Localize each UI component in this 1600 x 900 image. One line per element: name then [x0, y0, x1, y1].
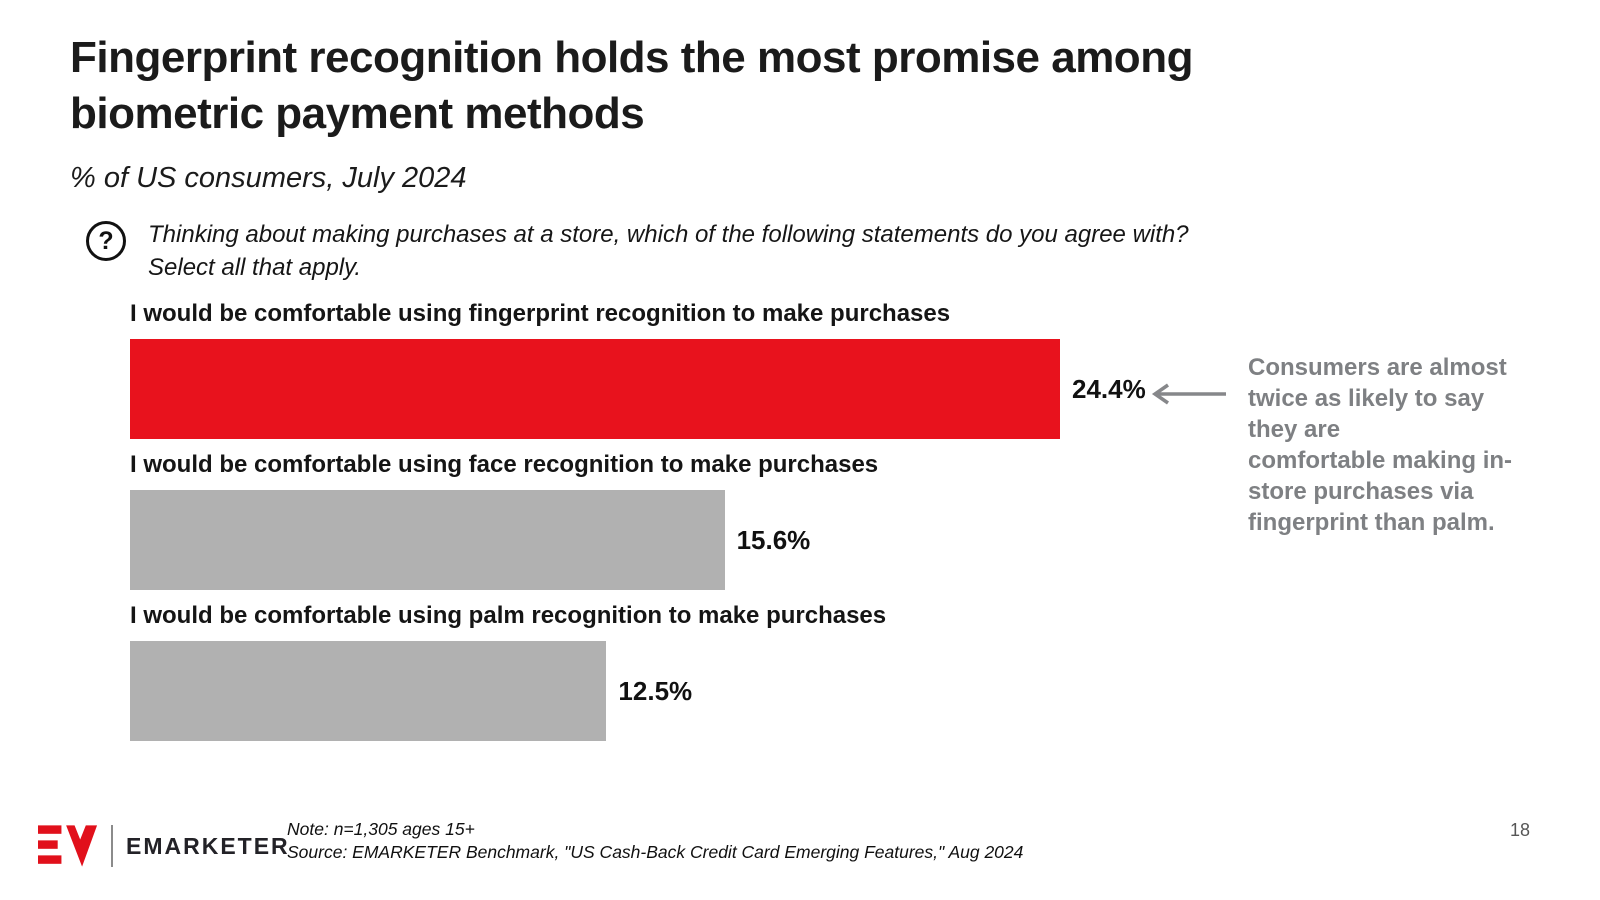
bar-row-1: I would be comfortable using fingerprint…	[130, 300, 1390, 439]
survey-question: Thinking about making purchases at a sto…	[148, 221, 1189, 281]
emarketer-logo-icon	[38, 825, 98, 867]
bar-value-label: 24.4%	[1072, 373, 1146, 404]
chart-subtitle: % of US consumers, July 2024	[70, 162, 467, 194]
insight-annotation: Consumers are almost twice as likely to …	[1248, 354, 1513, 536]
bar-value-label: 12.5%	[618, 675, 693, 706]
bar-value-label: 15.6%	[736, 524, 811, 555]
bar-track: 24.4%	[130, 339, 1390, 439]
bar	[130, 490, 725, 590]
bar	[130, 339, 1060, 439]
brand-logo: EMARKETER	[38, 824, 290, 868]
bar-category-label: I would be comfortable using face recogn…	[130, 451, 879, 478]
bar	[130, 641, 607, 741]
bar-track: 12.5%	[130, 641, 1390, 741]
page-number: 18	[1510, 820, 1531, 840]
footnotes: Note: n=1,305 ages 15+ Source: EMARKETER…	[287, 818, 1023, 864]
bar-track: 15.6%	[130, 490, 1390, 590]
page-title: Fingerprint recognition holds the most p…	[70, 33, 1193, 138]
question-mark-icon: ?	[86, 221, 126, 261]
source-text: Source: EMARKETER Benchmark, "US Cash-Ba…	[287, 842, 1024, 862]
bar-category-label: I would be comfortable using palm recogn…	[130, 602, 887, 629]
note-text: Note: n=1,305 ages 15+	[287, 819, 475, 839]
bar-chart: I would be comfortable using fingerprint…	[130, 300, 1390, 753]
brand-name: EMARKETER	[126, 832, 290, 859]
bar-row-2: I would be comfortable using face recogn…	[130, 451, 1390, 590]
question-mark-glyph: ?	[98, 226, 114, 255]
bar-row-3: I would be comfortable using palm recogn…	[130, 602, 1390, 741]
logo-divider	[111, 825, 113, 867]
arrow-left-icon	[1151, 383, 1226, 405]
bar-category-label: I would be comfortable using fingerprint…	[130, 300, 951, 327]
